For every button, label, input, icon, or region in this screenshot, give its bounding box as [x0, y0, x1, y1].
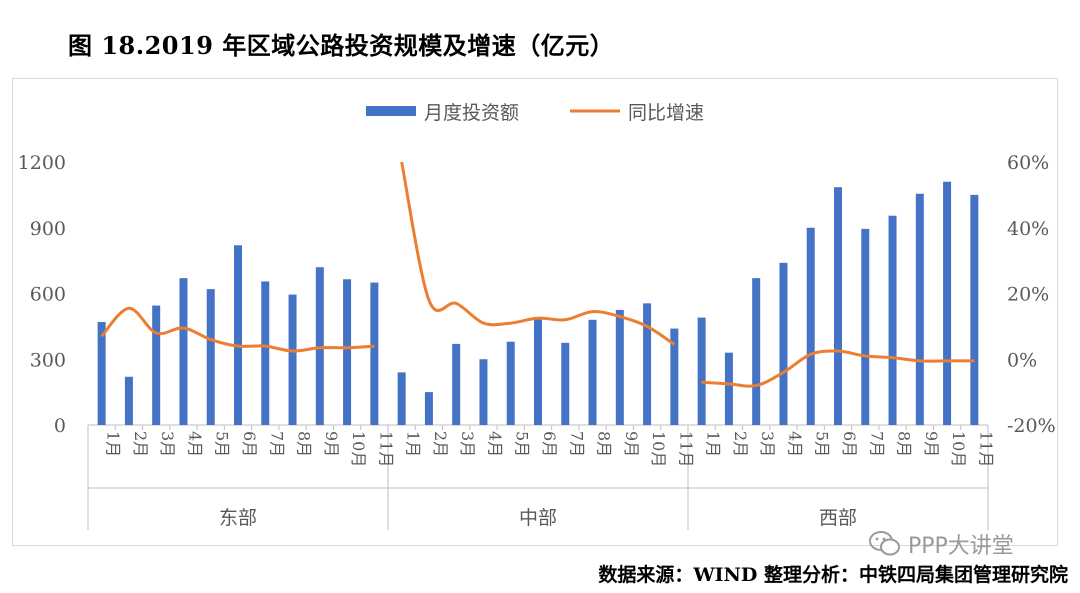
month-tick-label: 6月 — [840, 431, 859, 457]
bar — [206, 289, 215, 425]
group-label: 西部 — [819, 507, 857, 529]
bar — [915, 193, 924, 425]
month-tick-label: 1月 — [404, 431, 423, 457]
bar — [724, 352, 733, 425]
month-tick-label: 2月 — [431, 431, 450, 457]
bar — [970, 194, 979, 425]
month-tick-label: 9月 — [622, 431, 641, 457]
source-note: 数据来源：WIND 整理分析：中铁四局集团管理研究院 — [598, 564, 1068, 586]
chart-title: 图 18.2019 年区域公路投资规模及增速（亿元） — [68, 31, 615, 60]
growth-line — [701, 349, 975, 388]
bar — [697, 317, 706, 425]
month-tick-label: 3月 — [458, 431, 477, 457]
month-tick-label: 10月 — [349, 431, 368, 467]
bar — [124, 376, 133, 425]
legend-bar-swatch — [366, 106, 416, 116]
y-right-tick-label: 40% — [1007, 218, 1049, 240]
month-tick-label: 4月 — [485, 431, 504, 457]
bar — [424, 392, 433, 425]
month-tick-label: 5月 — [813, 431, 832, 457]
watermark-text: PPP大讲堂 — [908, 534, 1014, 559]
bar — [479, 359, 488, 425]
bar — [370, 282, 379, 425]
bar — [561, 342, 570, 425]
month-tick-label: 8月 — [295, 431, 314, 457]
bar — [834, 187, 842, 425]
bar — [670, 328, 679, 425]
bar — [534, 317, 542, 425]
month-tick-label: 2月 — [131, 431, 150, 457]
bar — [234, 245, 242, 425]
month-tick-label: 6月 — [240, 431, 259, 457]
group-label: 东部 — [219, 507, 257, 529]
legend: 月度投资额 同比增速 — [366, 102, 704, 124]
bar — [288, 294, 297, 425]
month-tick-label: 6月 — [540, 431, 559, 457]
month-tick-label: 9月 — [322, 431, 341, 457]
bar — [861, 228, 870, 425]
y-left-tick-label: 900 — [30, 218, 66, 240]
legend-label-bar: 月度投资额 — [424, 102, 519, 124]
bar — [261, 281, 270, 425]
month-tick-label: 5月 — [513, 431, 532, 457]
growth-line — [400, 161, 676, 346]
month-tick-label: 1月 — [704, 431, 723, 457]
y-left-tick-label: 0 — [54, 415, 66, 437]
y-right-tick-label: 60% — [1007, 152, 1049, 174]
month-tick-label: 8月 — [895, 431, 914, 457]
y-right-tick-label: 0% — [1007, 349, 1037, 371]
watermark: PPP大讲堂 — [868, 528, 1014, 560]
bar — [97, 321, 106, 425]
bar — [179, 278, 188, 425]
month-tick-label: 1月 — [104, 431, 123, 457]
line-series — [100, 161, 975, 388]
bar-series — [97, 181, 979, 425]
bar — [397, 372, 406, 425]
month-tick-label: 11月 — [376, 431, 395, 467]
y-right-tick-label: 20% — [1007, 284, 1049, 306]
group-label: 中部 — [519, 507, 557, 529]
bar — [452, 343, 461, 425]
month-tick-label: 11月 — [676, 431, 695, 467]
bar — [506, 341, 515, 425]
bar — [615, 309, 624, 425]
month-tick-label: 3月 — [758, 431, 777, 457]
bar — [752, 278, 761, 425]
bar — [588, 319, 597, 425]
bar — [888, 215, 897, 425]
y-left-tick-label: 1200 — [18, 152, 66, 174]
growth-line — [100, 306, 375, 353]
month-tick-label: 3月 — [158, 431, 177, 457]
month-tick-label: 7月 — [267, 431, 286, 457]
month-tick-label: 2月 — [731, 431, 750, 457]
bar — [806, 227, 815, 425]
y-right-tick-label: -20% — [1007, 415, 1056, 437]
bar — [315, 267, 324, 425]
month-tick-label: 11月 — [976, 431, 995, 467]
month-tick-label: 10月 — [649, 431, 668, 467]
month-tick-label: 7月 — [567, 431, 586, 457]
month-tick-label: 8月 — [595, 431, 614, 457]
bar — [643, 303, 652, 425]
bar — [152, 305, 161, 425]
month-tick-label: 4月 — [185, 431, 204, 457]
chart-frame — [12, 78, 1058, 546]
y-left-tick-label: 600 — [30, 284, 66, 306]
month-tick-label: 10月 — [949, 431, 968, 467]
y-left-tick-label: 300 — [30, 349, 66, 371]
month-tick-label: 5月 — [213, 431, 232, 457]
month-tick-label: 7月 — [867, 431, 886, 457]
month-tick-label: 9月 — [922, 431, 941, 457]
legend-label-line: 同比增速 — [628, 102, 704, 124]
bar — [343, 279, 352, 425]
wechat-icon — [869, 531, 900, 556]
month-tick-label: 4月 — [785, 431, 804, 457]
bar — [943, 181, 952, 425]
bar — [779, 262, 788, 425]
